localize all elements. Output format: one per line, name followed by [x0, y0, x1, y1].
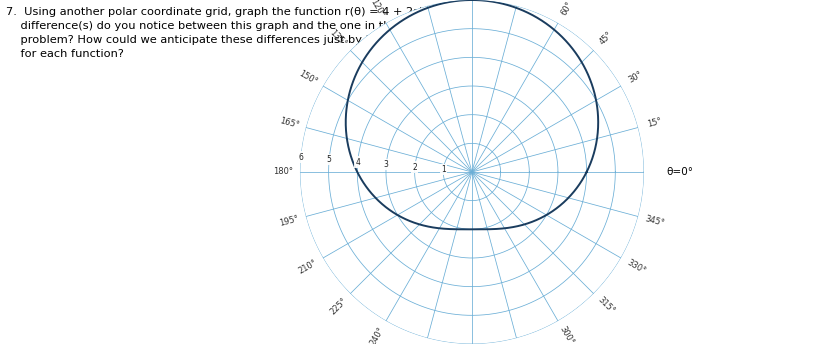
Text: 30°: 30° [626, 70, 643, 85]
Text: 7.  Using another polar coordinate grid, graph the function r(θ) = 4 + 2sinθ. Wh: 7. Using another polar coordinate grid, … [7, 7, 492, 59]
Text: 120°: 120° [368, 0, 385, 19]
Text: 4: 4 [355, 158, 360, 166]
Text: 300°: 300° [557, 325, 575, 344]
Text: 210°: 210° [297, 258, 318, 276]
Text: 315°: 315° [595, 295, 615, 316]
Text: 6: 6 [298, 152, 303, 162]
Text: 1: 1 [441, 165, 445, 174]
Text: 345°: 345° [643, 214, 665, 228]
Text: 180°: 180° [272, 168, 293, 176]
Text: 195°: 195° [278, 214, 299, 228]
Text: 3: 3 [384, 160, 388, 169]
Text: 45°: 45° [596, 30, 614, 46]
Text: 225°: 225° [327, 295, 348, 316]
Text: 5: 5 [327, 155, 331, 164]
Text: 165°: 165° [278, 116, 299, 130]
Text: 150°: 150° [297, 68, 318, 86]
Text: 330°: 330° [624, 258, 646, 276]
Text: θ=0°: θ=0° [666, 167, 692, 177]
Text: 60°: 60° [558, 0, 573, 17]
Text: 2: 2 [412, 162, 417, 172]
Text: 240°: 240° [368, 325, 385, 344]
Text: 135°: 135° [327, 28, 348, 49]
Text: 15°: 15° [646, 117, 662, 129]
